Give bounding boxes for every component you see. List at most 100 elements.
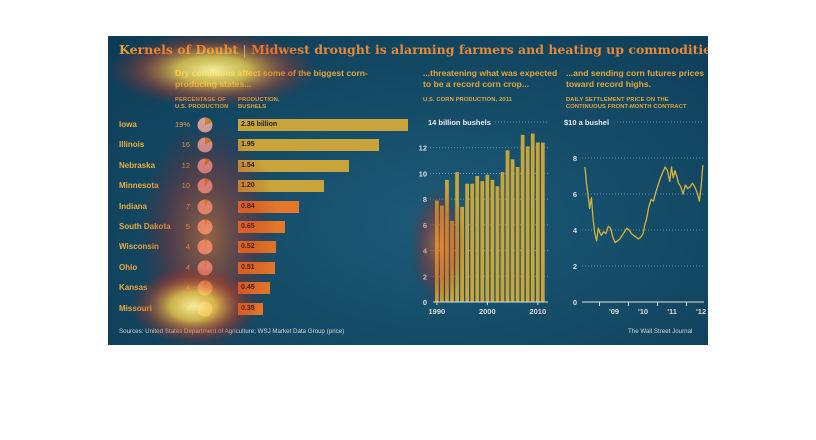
state-share-pie: [197, 199, 213, 215]
state-name: Kansas: [119, 283, 148, 293]
state-name: Iowa: [119, 120, 137, 129]
state-share-pie: [197, 301, 213, 317]
price-line: [584, 165, 704, 244]
sources-note: Sources: United States Department of Agr…: [119, 328, 345, 335]
y-tick-label: 12: [419, 144, 427, 153]
production-bar: [465, 183, 470, 302]
x-tick-label: '10: [638, 307, 648, 316]
state-percent: 16: [181, 140, 190, 150]
production-value-label: 0.84: [241, 202, 255, 210]
state-share-pie: [197, 260, 213, 276]
production-value-label: 1.54: [241, 161, 255, 169]
production-bar: [238, 119, 408, 131]
y-tick-label: 2: [423, 272, 427, 281]
production-value-label: 0.35: [241, 304, 255, 312]
state-name: Nebraska: [119, 160, 156, 170]
production-bar: [460, 206, 464, 302]
state-share-pie: [197, 158, 213, 174]
state-percent: 5: [185, 222, 190, 231]
state-percent: 10: [181, 181, 190, 191]
production-bar: [475, 176, 480, 302]
state-name: Missouri: [119, 303, 152, 313]
state-share-pie: [197, 117, 213, 133]
state-percent: 4: [185, 262, 190, 272]
state-name: Indiana: [119, 201, 148, 211]
state-share-pie: [197, 280, 213, 296]
state-percent: 3: [185, 303, 190, 313]
production-bar: [485, 174, 490, 302]
y-unit-label: $10 a bushel: [564, 118, 609, 127]
production-value-label: 0.45: [241, 284, 255, 292]
state-percent: 4: [185, 242, 190, 252]
title-separator: |: [242, 42, 247, 57]
production-bar: [525, 146, 530, 302]
production-bar: [515, 167, 520, 302]
y-tick-label: 8: [423, 195, 427, 204]
y-unit-label: 14 billion bushels: [428, 118, 491, 127]
chart-panel: Kernels of Doubt | Midwest drought is al…: [108, 36, 708, 345]
x-tick-label: 1990: [429, 307, 446, 316]
middle-section-subheading: U.S. CORN PRODUCTION, 2011: [423, 97, 512, 103]
x-tick-label: '11: [667, 307, 677, 316]
production-bar: [455, 172, 459, 302]
production-bar: [238, 139, 379, 152]
wsj-credit: The Wall Street Journal: [628, 328, 693, 335]
production-bar: [535, 142, 540, 302]
state-name: Wisconsin: [119, 242, 159, 252]
production-bar: [505, 150, 510, 302]
chart-title: Kernels of Doubt | Midwest drought is al…: [119, 42, 708, 57]
state-share-pie: [197, 178, 213, 194]
production-bar: [480, 181, 485, 302]
y-tick-label: 6: [573, 190, 577, 199]
x-tick-label: 2010: [529, 307, 546, 316]
production-value-label: 0.51: [241, 263, 255, 271]
x-tick-label: '09: [609, 307, 619, 316]
state-percent: 19%: [174, 120, 190, 129]
right-section-subheading: DAILY SETTLEMENT PRICE ON THE CONTINUOUS…: [566, 97, 687, 110]
production-value-label: 0.52: [241, 243, 255, 251]
title-subtitle: Midwest drought is alarming farmers and …: [251, 42, 708, 57]
y-tick-label: 2: [573, 262, 577, 271]
left-section-heading: Dry conditions affect some of the bigges…: [175, 68, 368, 89]
y-tick-label: 4: [573, 226, 578, 235]
production-bar: [440, 205, 444, 302]
production-bar: [495, 186, 500, 302]
production-value-label: 1.20: [241, 182, 255, 190]
production-bar: [510, 159, 515, 302]
production-bar: [530, 133, 535, 302]
title-main: Kernels of Doubt: [119, 42, 239, 57]
y-tick-label: 0: [573, 298, 577, 307]
production-bar: [450, 221, 454, 302]
production-bar: [540, 142, 545, 302]
state-percent: 7: [185, 201, 190, 211]
column-header-percent: PERCENTAGE OF U.S. PRODUCTION: [175, 97, 229, 110]
production-bar: [490, 179, 495, 302]
production-value-label: 0.65: [241, 223, 255, 230]
state-share-pie: [197, 239, 213, 255]
state-percent: 4: [185, 283, 190, 293]
production-value-label: 1.95: [241, 141, 255, 149]
middle-section-heading: ...threatening what was expected to be a…: [423, 68, 558, 89]
state-name: Ohio: [119, 262, 138, 272]
right-section-heading: ...and sending corn futures prices towar…: [566, 68, 705, 89]
y-tick-label: 4: [423, 247, 428, 256]
x-tick-label: '12: [696, 307, 706, 316]
corn-price-chart: 2 4 6 8 $10 a bushel 0 '09 '10 '11 '12: [564, 118, 706, 316]
state-percent: 12: [181, 160, 190, 170]
production-bar: [435, 200, 439, 302]
production-bar: [470, 183, 475, 302]
state-name: Minnesota: [119, 181, 159, 191]
state-share-pie: [197, 137, 213, 153]
production-bar: [500, 172, 505, 302]
y-tick-label: 10: [419, 169, 427, 178]
production-bar: [520, 134, 525, 302]
y-tick-label: 8: [573, 154, 577, 163]
state-name: Illinois: [119, 140, 145, 150]
y-tick-label: 6: [423, 221, 427, 230]
column-header-production: PRODUCTION, BUSHELS: [238, 97, 280, 110]
y-tick-label: 0: [423, 298, 427, 307]
x-tick-label: 2000: [479, 307, 496, 316]
state-share-pie: [197, 219, 213, 235]
production-bar: [445, 179, 449, 302]
